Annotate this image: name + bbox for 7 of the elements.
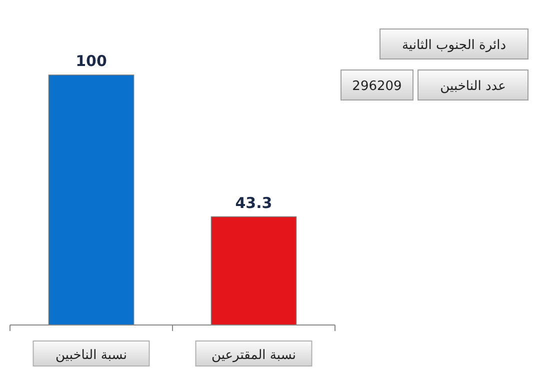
x-tick-label: نسبة الناخبين (56, 348, 127, 363)
data-label: 100 (76, 52, 107, 70)
data-label: 43.3 (235, 194, 272, 212)
x-tick-label: نسبة المقترعين (211, 348, 296, 363)
text: دائرة الجنوب الثانية (402, 38, 506, 53)
text: عدد الناخبين (440, 79, 506, 94)
text: 296209 (352, 79, 402, 94)
